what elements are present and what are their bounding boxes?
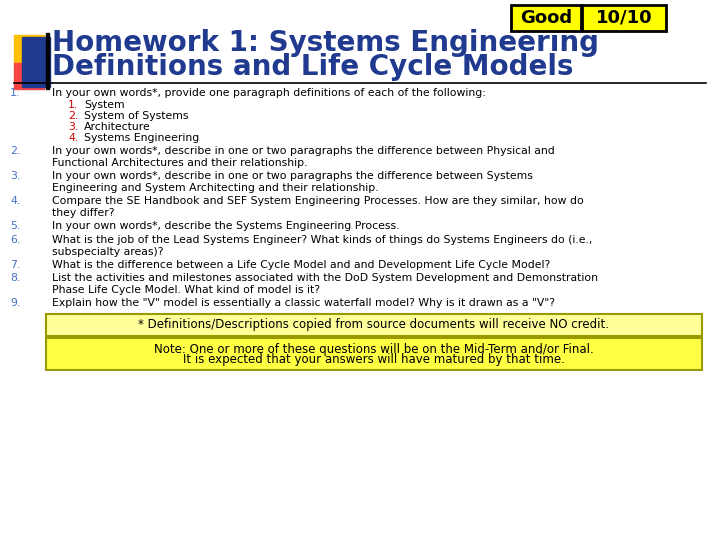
Text: * Definitions/Descriptions copied from source documents will receive NO credit.: * Definitions/Descriptions copied from s… xyxy=(138,318,610,331)
FancyBboxPatch shape xyxy=(582,5,666,31)
Text: What is the difference between a Life Cycle Model and and Development Life Cycle: What is the difference between a Life Cy… xyxy=(52,260,550,270)
Bar xyxy=(14,35,44,65)
Text: Homework 1: Systems Engineering: Homework 1: Systems Engineering xyxy=(52,29,599,57)
Text: Architecture: Architecture xyxy=(84,122,150,132)
Text: System: System xyxy=(84,100,125,110)
Text: Engineering and System Architecting and their relationship.: Engineering and System Architecting and … xyxy=(52,183,379,193)
Bar xyxy=(14,63,44,89)
Text: 9.: 9. xyxy=(10,298,20,308)
FancyBboxPatch shape xyxy=(46,338,702,369)
Text: 6.: 6. xyxy=(10,235,20,245)
Text: Explain how the "V" model is essentially a classic waterfall model? Why is it dr: Explain how the "V" model is essentially… xyxy=(52,298,555,308)
Text: 1.: 1. xyxy=(10,88,20,98)
Text: What is the job of the Lead Systems Engineer? What kinds of things do Systems En: What is the job of the Lead Systems Engi… xyxy=(52,235,593,245)
Text: they differ?: they differ? xyxy=(52,208,114,218)
FancyBboxPatch shape xyxy=(511,5,581,31)
Text: 7.: 7. xyxy=(10,260,20,270)
Text: Good: Good xyxy=(520,9,572,27)
Text: In your own words*, describe the Systems Engineering Process.: In your own words*, describe the Systems… xyxy=(52,221,400,232)
Text: In your own words*, describe in one or two paragraphs the difference between Sys: In your own words*, describe in one or t… xyxy=(52,171,533,181)
Text: In your own words*, describe in one or two paragraphs the difference between Phy: In your own words*, describe in one or t… xyxy=(52,146,554,156)
Text: 3.: 3. xyxy=(68,122,78,132)
Text: 3.: 3. xyxy=(10,171,20,181)
Text: 8.: 8. xyxy=(10,273,20,283)
Text: Functional Architectures and their relationship.: Functional Architectures and their relat… xyxy=(52,158,307,168)
Bar xyxy=(46,33,48,89)
Text: In your own words*, provide one paragraph definitions of each of the following:: In your own words*, provide one paragrap… xyxy=(52,88,486,98)
Text: subspecialty areas)?: subspecialty areas)? xyxy=(52,246,163,256)
Bar xyxy=(22,37,50,87)
Text: Definitions and Life Cycle Models: Definitions and Life Cycle Models xyxy=(52,53,574,81)
Text: 5.: 5. xyxy=(10,221,20,232)
Text: System of Systems: System of Systems xyxy=(84,111,189,121)
Text: 4.: 4. xyxy=(10,197,20,206)
Text: 2.: 2. xyxy=(10,146,20,156)
Text: 10/10: 10/10 xyxy=(595,9,652,27)
Text: 4.: 4. xyxy=(68,133,78,144)
Text: List the activities and milestones associated with the DoD System Development an: List the activities and milestones assoc… xyxy=(52,273,598,283)
Text: Phase Life Cycle Model. What kind of model is it?: Phase Life Cycle Model. What kind of mod… xyxy=(52,285,320,295)
Text: Compare the SE Handbook and SEF System Engineering Processes. How are they simil: Compare the SE Handbook and SEF System E… xyxy=(52,197,584,206)
Text: 2.: 2. xyxy=(68,111,78,121)
Text: Systems Engineering: Systems Engineering xyxy=(84,133,199,144)
Text: 1.: 1. xyxy=(68,100,78,110)
Text: Note: One or more of these questions will be on the Mid-Term and/or Final.: Note: One or more of these questions wil… xyxy=(154,343,594,356)
FancyBboxPatch shape xyxy=(46,314,702,335)
Text: It is expected that your answers will have matured by that time.: It is expected that your answers will ha… xyxy=(183,353,565,366)
